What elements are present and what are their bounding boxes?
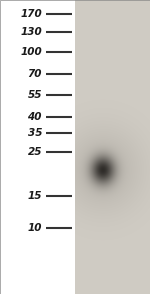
Text: 40: 40 xyxy=(27,112,42,122)
Text: 35: 35 xyxy=(27,128,42,138)
Text: 10: 10 xyxy=(27,223,42,233)
Text: 130: 130 xyxy=(20,27,42,37)
Text: 70: 70 xyxy=(27,69,42,79)
Text: 55: 55 xyxy=(27,90,42,100)
Text: 170: 170 xyxy=(20,9,42,19)
Text: 15: 15 xyxy=(27,191,42,201)
Bar xyxy=(0,0,75,294)
Bar xyxy=(75,0,150,294)
Text: 100: 100 xyxy=(20,47,42,57)
Text: 25: 25 xyxy=(27,147,42,157)
